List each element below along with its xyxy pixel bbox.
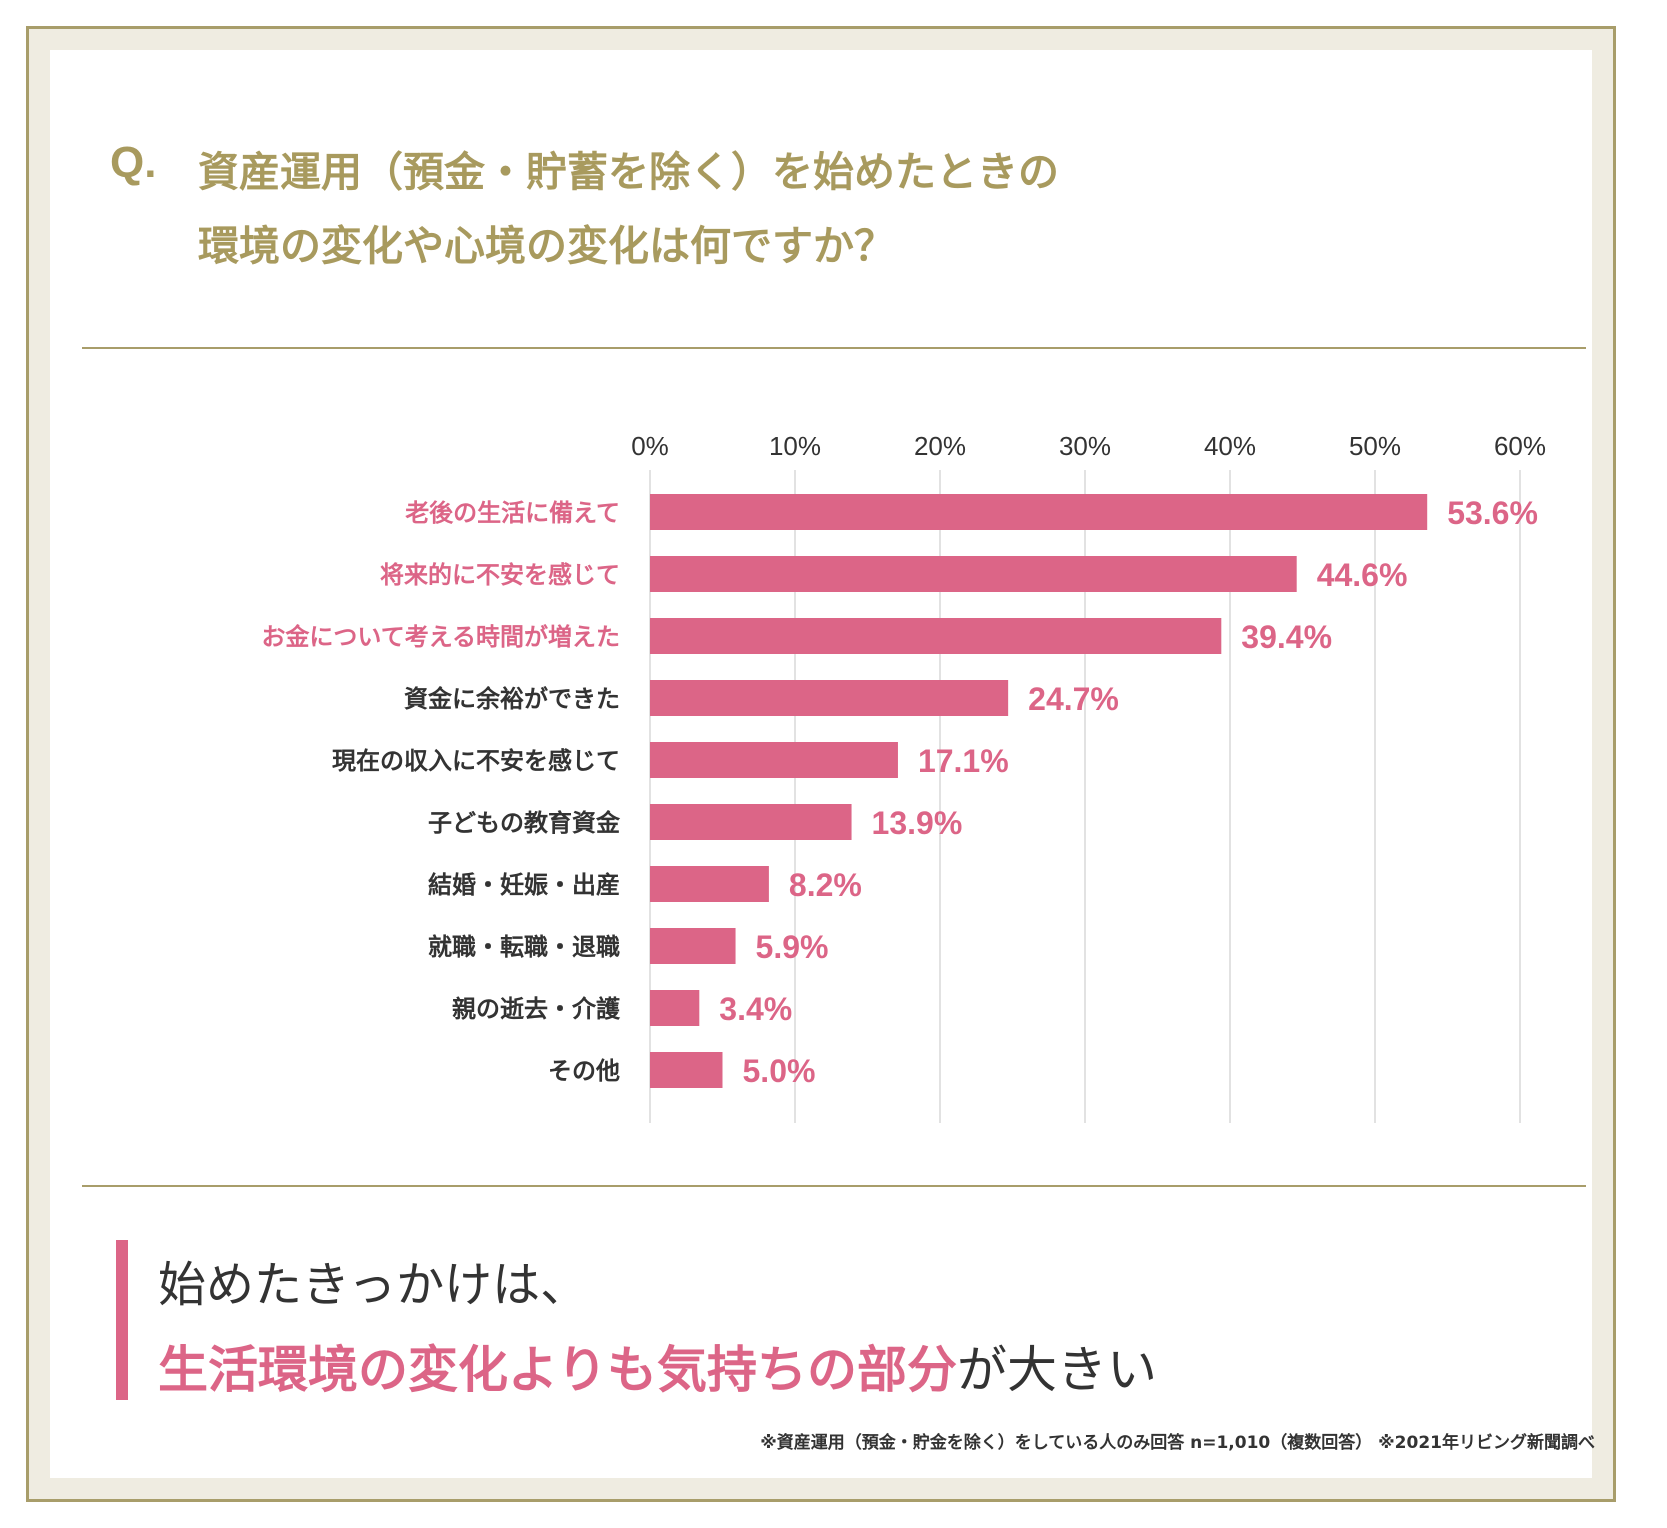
value-label: 53.6%: [1447, 495, 1538, 531]
bar: [650, 556, 1297, 592]
bar: [650, 494, 1428, 530]
value-label: 8.2%: [789, 867, 862, 903]
category-label: 資金に余裕ができた: [404, 685, 620, 713]
bar: [650, 804, 852, 840]
category-labels: 老後の生活に備えて将来的に不安を感じてお金について考える時間が増えた資金に余裕が…: [261, 499, 621, 1085]
category-label: 現在の収入に不安を感じて: [332, 747, 620, 775]
category-label: お金について考える時間が増えた: [261, 623, 620, 651]
category-label: 将来的に不安を感じて: [380, 561, 620, 589]
footnote: ※資産運用（預金・貯金を除く）をしている人のみ回答 n=1,010（複数回答） …: [760, 1433, 1595, 1453]
category-label: その他: [548, 1057, 620, 1085]
bars: [650, 494, 1428, 1088]
value-label: 44.6%: [1317, 557, 1408, 593]
category-label: 就職・転職・退職: [428, 933, 620, 961]
conclusion-line-1: 始めたきっかけは、: [158, 1257, 589, 1313]
value-label: 5.0%: [743, 1053, 816, 1089]
category-label: 結婚・妊娠・出産: [428, 871, 620, 899]
value-label: 13.9%: [872, 805, 963, 841]
divider-bottom: [82, 1185, 1586, 1187]
bar: [650, 1052, 723, 1088]
divider-top: [82, 347, 1586, 349]
tick-label: 0%: [631, 431, 669, 461]
category-label: 親の逝去・介護: [452, 995, 621, 1023]
tick-label: 30%: [1059, 431, 1111, 461]
bar: [650, 990, 700, 1026]
bar: [650, 618, 1222, 654]
category-label: 老後の生活に備えて: [405, 499, 620, 527]
tick-label: 10%: [769, 431, 821, 461]
conclusion-accent-bar: [116, 1240, 128, 1400]
bar: [650, 680, 1009, 716]
value-labels: 53.6% 44.6% 39.4% 24.7% 17.1% 13.9% 8.2% 5.9% 3.…: [719, 495, 1538, 1089]
tick-label: 20%: [914, 431, 966, 461]
x-axis-ticks: 0% 10% 20% 30% 40% 50% 60%: [631, 431, 1546, 461]
value-label: 24.7%: [1028, 681, 1119, 717]
category-label: 子どもの教育資金: [428, 809, 621, 837]
question-line-2: 環境の変化や心境の変化は何ですか？: [198, 222, 895, 270]
tick-label: 40%: [1204, 431, 1256, 461]
tick-label: 50%: [1349, 431, 1401, 461]
conclusion-line-2: 生活環境の変化よりも気持ちの部分が大きい: [158, 1330, 1157, 1402]
question-line-1: 資産運用（預金・貯蓄を除く）を始めたときの: [198, 148, 1059, 196]
value-label: 5.9%: [756, 929, 829, 965]
conclusion-rest: が大きい: [957, 1341, 1157, 1399]
bar: [650, 866, 769, 902]
conclusion-highlight: 生活環境の変化よりも気持ちの部分: [158, 1341, 957, 1399]
bar: [650, 742, 898, 778]
bar: [650, 928, 736, 964]
tick-label: 60%: [1494, 431, 1546, 461]
value-label: 39.4%: [1241, 619, 1332, 655]
value-label: 3.4%: [719, 991, 792, 1027]
question-mark: Q.: [110, 138, 157, 187]
value-label: 17.1%: [918, 743, 1009, 779]
